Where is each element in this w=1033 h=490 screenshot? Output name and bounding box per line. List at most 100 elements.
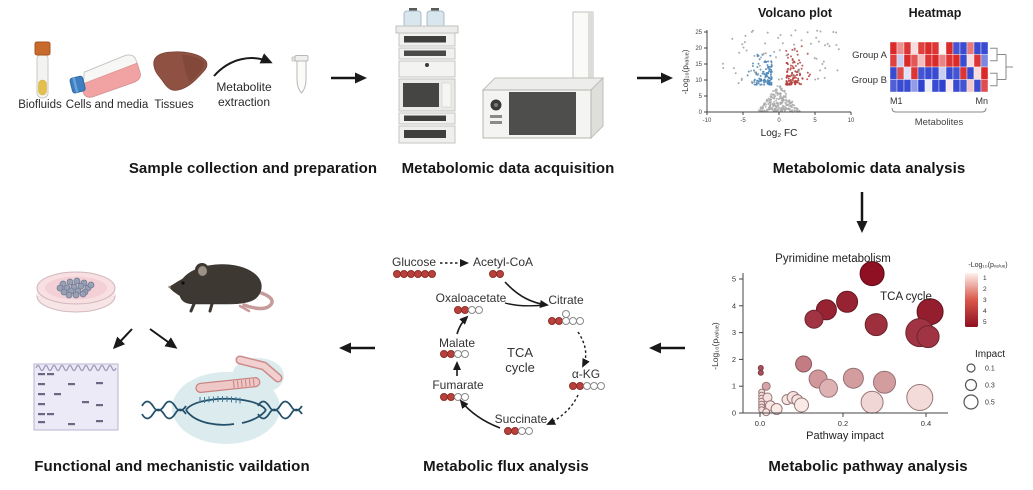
svg-text:5: 5: [732, 275, 736, 284]
pathway-bubble-chart: 0 1 2 3 4 5 0.0 0.2 0.4 -Log₁₀(pᵥₐₗᵤₑ) Pathway i…: [710, 253, 948, 442]
svg-text:0.4: 0.4: [921, 419, 931, 428]
mass-spectrometer-icon: [481, 11, 605, 140]
svg-text:0: 0: [777, 118, 781, 124]
svg-text:0.2: 0.2: [838, 419, 848, 428]
flow-arrow-flux-to-validation: [339, 342, 375, 354]
flux-metabolite-succinate: Succinate: [494, 412, 548, 426]
arrow-acetylcoa-to-citrate: [504, 281, 549, 308]
tca-cycle-arrows: [440, 259, 590, 429]
section-title-data-acquisition: Metabolomic data acquisition: [401, 160, 615, 177]
carbon-dot-unlabeled: [576, 317, 584, 325]
pathway-bubble-point: [819, 378, 838, 398]
pathway-bubble-point: [757, 365, 764, 371]
svg-text:5: 5: [813, 118, 817, 124]
extraction-arrow-icon: [213, 53, 273, 77]
pathway-bubble-point: [842, 367, 864, 389]
guide-rna-rod: [195, 377, 261, 394]
heatmap-dendrogram: [990, 47, 1013, 87]
heatmap-row-label-group-a: Group A: [852, 50, 888, 61]
carbon-dot-unlabeled: [461, 350, 469, 358]
svg-text:10: 10: [695, 78, 702, 84]
heatmap-metabolites-bracket: [891, 107, 987, 113]
section-title-data-analysis: Metabolomic data analysis: [772, 160, 966, 177]
carbon-dot-labeled: [496, 270, 504, 278]
tca-center-line2: cycle: [505, 360, 535, 375]
arrow-citrate-to-akg: [577, 331, 590, 368]
svg-text:5: 5: [699, 94, 703, 100]
svg-text:15: 15: [695, 62, 702, 68]
svg-text:2: 2: [732, 355, 736, 364]
volcano-plot-title: Volcano plot: [757, 6, 833, 20]
arrow-akg-to-succinate: [546, 394, 579, 425]
volcano-x-axis-label: Log₂ FC: [761, 128, 798, 139]
pathway-bubble-point: [860, 390, 884, 414]
gel-bands: [38, 373, 103, 426]
citrate-carbon-dots: [548, 310, 584, 325]
cell-cluster: [56, 277, 95, 299]
legend-impact-title: Impact: [975, 349, 1005, 360]
svg-text:4: 4: [983, 308, 987, 315]
flux-metabolite-citrate: Citrate: [548, 293, 584, 307]
carbon-dot-unlabeled: [475, 306, 483, 314]
heatmap-col-start-label: M1: [890, 96, 903, 106]
biofluids-label: Biofluids: [18, 99, 62, 111]
bubble-x-axis-label: Pathway impact: [806, 430, 884, 442]
pathway-bubble-point: [794, 397, 809, 413]
svg-text:1: 1: [983, 275, 987, 282]
crispr-gene-editing-icon: [141, 355, 303, 444]
succinate-carbon-dots: [504, 427, 533, 435]
bubble-axis-ticks: 0 1 2 3 4 5 0.0 0.2 0.4: [732, 275, 931, 429]
malate-carbon-dots: [440, 350, 469, 358]
flux-metabolite-glucose: Glucose: [391, 255, 437, 269]
flow-arrow-sample-to-acquisition: [331, 72, 367, 84]
section-title-validation: Functional and mechanistic vaildation: [34, 458, 310, 475]
biofluid-tube-icon: [34, 41, 51, 99]
line-oxaloacetate-to-citrate: [504, 302, 546, 307]
tissues-label: Tissues: [154, 99, 194, 111]
heatmap-chart: Group A Group B M1 Mn Metabolites: [852, 41, 1013, 128]
mouse-icon: [168, 263, 274, 313]
bubble-points: [757, 261, 944, 417]
dna-helix: [141, 397, 303, 426]
volcano-axis-ticks: 0 5 10 15 20 25 -10 -5 0 5 10: [695, 30, 855, 124]
section-title-pathway-analysis: Metabolic pathway analysis: [768, 458, 968, 475]
pathway-bubble-point: [859, 261, 885, 287]
heatmap-cells: [889, 41, 989, 93]
carbon-dot-unlabeled: [525, 427, 533, 435]
svg-text:3: 3: [983, 297, 987, 304]
heatmap-col-end-label: Mn: [975, 96, 988, 106]
oxaloacetate-carbon-dots: [454, 306, 483, 314]
legend-colorbar: [965, 273, 978, 327]
flux-metabolite-fumarate: Fumarate: [432, 378, 484, 392]
branch-arrows-icon: [112, 328, 178, 350]
carbon-dot-unlabeled-top: [562, 310, 570, 318]
svg-text:-10: -10: [703, 118, 712, 124]
section-title-flux-analysis: Metabolic flux analysis: [423, 458, 589, 475]
svg-text:2: 2: [983, 286, 987, 293]
flux-metabolite-alpha-kg: α-KG: [571, 367, 601, 381]
section-title-sample-collection: Sample collection and preparation: [128, 160, 378, 177]
pathway-bubble-point: [873, 370, 896, 394]
svg-text:25: 25: [695, 30, 702, 36]
gel-blot-icon: [33, 363, 119, 431]
flow-arrow-pathway-to-flux: [649, 342, 685, 354]
volcano-points: [721, 29, 840, 113]
pathway-bubble-point: [916, 325, 940, 349]
pathway-bubble-point: [770, 403, 783, 415]
arrow-succinate-to-fumarate: [459, 399, 501, 429]
heatmap-col-axis-label: Metabolites: [915, 117, 964, 128]
pathway-bubble-point: [804, 309, 824, 329]
svg-text:0.0: 0.0: [755, 419, 765, 428]
flux-metabolite-malate: Malate: [438, 336, 476, 350]
svg-text:5: 5: [983, 319, 987, 326]
heatmap-title: Heatmap: [908, 6, 962, 20]
svg-text:3: 3: [732, 328, 736, 337]
volcano-plot-chart: 0 5 10 15 20 25 -10 -5 0 5 10 -Log₁₀(pᵥₐₗᵤₑ) Log₂ …: [681, 29, 855, 139]
flow-arrow-analysis-to-pathway: [856, 192, 868, 233]
flux-metabolite-acetyl-coa: Acetyl-CoA: [472, 255, 534, 269]
glucose-carbon-dots: [393, 270, 436, 278]
carbon-dot-labeled: [428, 270, 436, 278]
annotation-tca-cycle: TCA cycle: [880, 291, 932, 303]
annotation-pyrimidine-metabolism: Pyrimidine metabolism: [775, 253, 891, 265]
